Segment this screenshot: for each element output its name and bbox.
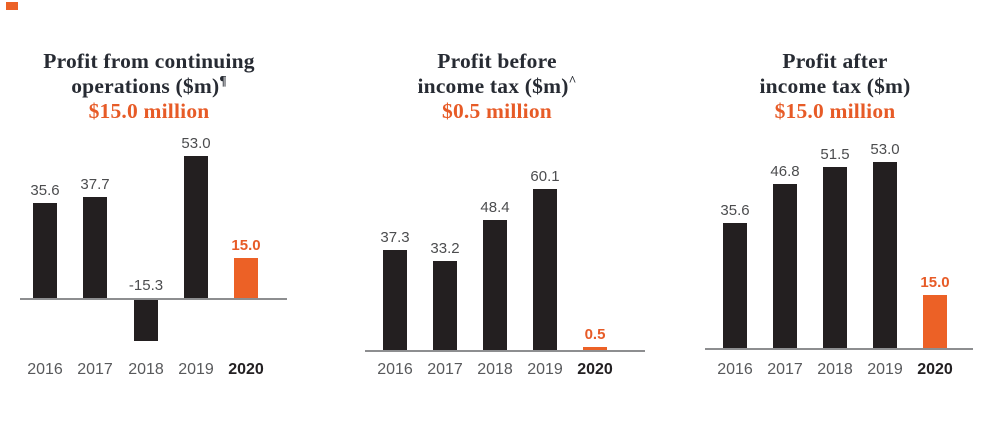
bar-2016 <box>383 250 407 350</box>
bar-value-label: 53.0 <box>870 140 900 158</box>
year-label-2016: 2016 <box>717 361 753 378</box>
year-label-2017: 2017 <box>767 361 803 378</box>
bar-value-label: 46.8 <box>770 162 800 180</box>
chart-title-line-1: Profit after <box>782 49 888 73</box>
bar-2016 <box>723 223 747 348</box>
chart-title-line-2: income tax ($m) <box>759 74 911 98</box>
title-superscript-caret: ^ <box>568 72 577 88</box>
bar-2019 <box>184 155 208 298</box>
year-label-2020: 2020 <box>577 361 613 378</box>
bar-value-label: 60.1 <box>530 167 560 185</box>
bar-2017 <box>83 196 107 298</box>
bar-value-label: 35.6 <box>30 181 60 199</box>
bar-value-label: 37.7 <box>80 175 110 193</box>
bar-value-label: 48.4 <box>480 199 510 217</box>
bar-2020 <box>923 295 947 348</box>
x-axis-line <box>20 298 287 300</box>
chart-title: Profit after income tax ($m) $15.0 milli… <box>685 49 985 124</box>
year-label-2019: 2019 <box>867 361 903 378</box>
corner-accent-mark <box>6 2 18 10</box>
bar-2017 <box>773 183 797 348</box>
bar-2020 <box>583 347 607 350</box>
year-label-2018: 2018 <box>477 361 513 378</box>
chart-title-line-2: income tax ($m)^ <box>417 72 577 98</box>
bar-value-label: -15.3 <box>128 277 164 294</box>
x-axis-line <box>365 350 645 352</box>
bar-2016 <box>33 202 57 298</box>
bar-value-label: 0.5 <box>584 326 606 343</box>
bar-value-label: 53.0 <box>181 134 211 152</box>
bar-value-label: 15.0 <box>920 274 950 292</box>
year-label-2016: 2016 <box>377 361 413 378</box>
bar-value-label: 15.0 <box>231 236 261 254</box>
year-label-2018: 2018 <box>817 361 853 378</box>
bar-value-label: 33.2 <box>430 240 460 258</box>
bar-2020 <box>234 257 258 298</box>
year-label-2020: 2020 <box>228 361 264 378</box>
chart-subtitle: $15.0 million <box>88 99 210 123</box>
bar-2019 <box>533 188 557 350</box>
year-label-2016: 2016 <box>27 361 63 378</box>
bar-2018 <box>134 300 158 341</box>
x-axis-line <box>705 348 973 350</box>
bar-value-label: 35.6 <box>720 202 750 220</box>
year-label-2017: 2017 <box>77 361 113 378</box>
bar-2018 <box>483 220 507 350</box>
chart-title: Profit from continuing operations ($m)¶ … <box>0 49 299 124</box>
bar-2017 <box>433 261 457 350</box>
bar-2018 <box>823 167 847 348</box>
year-label-2018: 2018 <box>128 361 164 378</box>
chart-subtitle: $15.0 million <box>774 99 896 123</box>
bar-value-label: 37.3 <box>380 229 410 247</box>
chart-title-line-2: operations ($m)¶ <box>71 72 227 98</box>
year-label-2020: 2020 <box>917 361 953 378</box>
bar-value-label: 51.5 <box>820 146 850 164</box>
title-superscript-pilcrow: ¶ <box>219 72 227 88</box>
bar-2019 <box>873 161 897 348</box>
year-label-2019: 2019 <box>178 361 214 378</box>
year-label-2019: 2019 <box>527 361 563 378</box>
chart-title-line-1: Profit from continuing <box>43 49 255 73</box>
chart-title-line-1: Profit before <box>437 49 557 73</box>
chart-subtitle: $0.5 million <box>442 99 552 123</box>
year-label-2017: 2017 <box>427 361 463 378</box>
chart-title: Profit before income tax ($m)^ $0.5 mill… <box>347 49 647 124</box>
